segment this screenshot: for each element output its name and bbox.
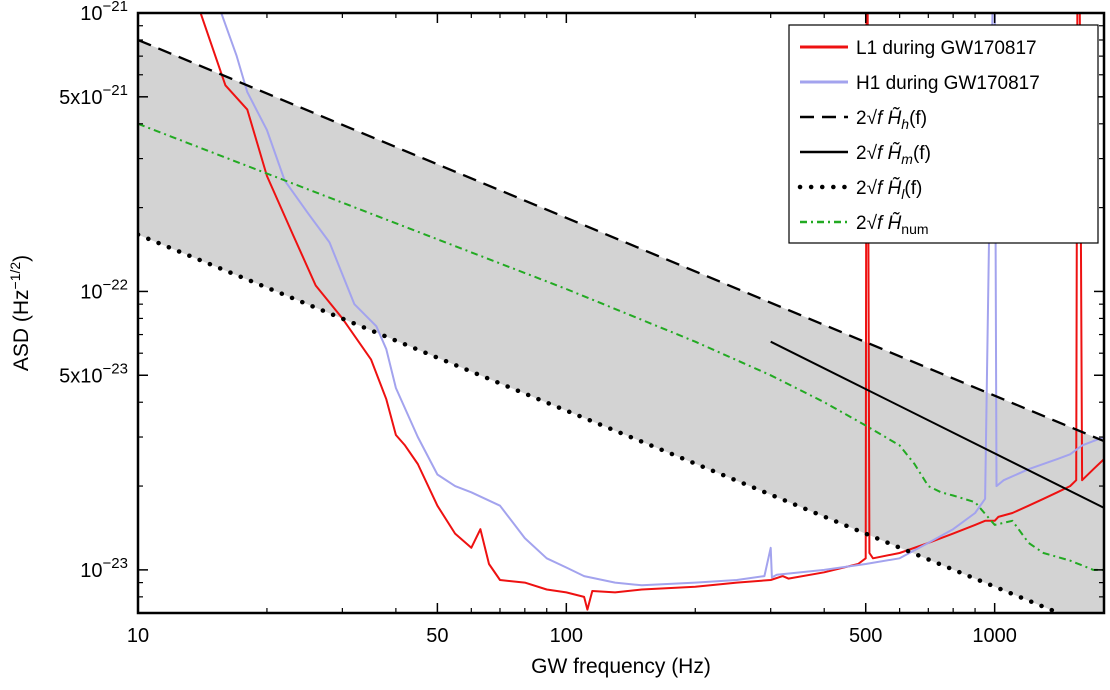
y-tick-exponent: −21 [103, 82, 128, 99]
legend-symbol: H̃ [882, 107, 901, 129]
legend-root: f [877, 213, 884, 234]
legend-coef: 2 [856, 108, 867, 129]
legend-label-4: 2√f H̃m(f) [856, 142, 931, 167]
band-fill [138, 39, 1104, 613]
legend-arg: (f) [913, 143, 931, 164]
y-tick-label: 10−23 [80, 555, 128, 582]
y-tick-label: 5x10−23 [59, 360, 128, 387]
plot-frame [136, 11, 1106, 615]
y-tick-base: 5x10 [59, 365, 102, 387]
legend-arg: (f) [909, 108, 927, 129]
legend-root: f [877, 178, 884, 199]
legend-arg: (f) [904, 178, 922, 199]
legend-coef: 2 [856, 178, 867, 199]
series-line-4 [770, 340, 1104, 509]
y-tick-base: 10 [80, 281, 102, 303]
legend-symbol: H̃ [882, 212, 901, 234]
series-line-3 [138, 38, 1104, 443]
y-tick-exponent: −23 [103, 555, 128, 572]
legend-root: f [877, 108, 884, 129]
uncertainty-band [138, 39, 1104, 613]
x-tick-label: 1000 [972, 625, 1017, 647]
legend-subscript: l [901, 186, 905, 202]
series-line-6 [138, 122, 1104, 571]
y-tick-exponent: −22 [103, 276, 128, 293]
y-tick-exponent: −23 [103, 360, 128, 377]
legend-sqrt: √ [867, 213, 878, 234]
legend-label-1: L1 during GW170817 [856, 38, 1037, 59]
legend-label-3: 2√f H̃h(f) [856, 107, 927, 132]
legend-coef: 2 [856, 213, 867, 234]
y-axis-title: ASD (Hz−1/2) [7, 255, 33, 371]
legend-box [788, 24, 1099, 244]
x-tick-label: 500 [849, 625, 882, 647]
series-line-1 [199, 13, 1104, 611]
legend-subscript: num [901, 221, 928, 237]
legend-label-2: H1 during GW170817 [856, 73, 1040, 94]
series-line-5 [138, 232, 1065, 613]
legend-label-6: 2√f H̃num [856, 212, 929, 237]
legend-coef: 2 [856, 143, 867, 164]
x-axis-title: GW frequency (Hz) [531, 655, 711, 678]
legend-root: f [877, 143, 884, 164]
y-tick-base: 10 [80, 3, 102, 25]
x-tick-label: 10 [127, 625, 149, 647]
legend: L1 during GW170817 H1 during GW170817 2√f … [788, 24, 1099, 244]
legend-symbol: H̃ [882, 142, 901, 164]
legend-sqrt: √ [867, 143, 878, 164]
y-tick-label: 10−22 [80, 276, 128, 303]
y-tick-label: 5x10−21 [59, 82, 128, 109]
x-tick-labels: 10 50 100 500 1000 [127, 625, 1017, 647]
y-tick-exponent: −21 [103, 0, 128, 15]
series-layer [138, 13, 1104, 613]
legend-symbol: H̃ [882, 177, 901, 199]
legend-sqrt: √ [867, 108, 878, 129]
legend-sqrt: √ [867, 178, 878, 199]
x-tick-label: 100 [550, 625, 583, 647]
y-tick-label: 10−21 [80, 0, 128, 25]
x-tick-label: 50 [426, 625, 448, 647]
axis-ticks [137, 12, 1104, 613]
y-tick-base: 5x10 [59, 87, 102, 109]
y-tick-base: 10 [80, 560, 102, 582]
legend-subscript: m [901, 151, 913, 167]
legend-label-5: 2√f H̃l(f) [856, 177, 922, 202]
legend-subscript: h [901, 116, 909, 132]
